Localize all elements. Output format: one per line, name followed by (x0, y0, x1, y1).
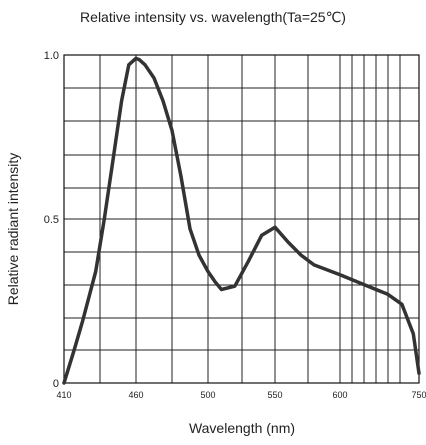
chart-title: Relative intensity vs. wavelength(Ta=25℃… (80, 9, 346, 25)
y-ticks: 0 0.5 1.0 (44, 50, 59, 390)
grid (64, 55, 419, 383)
x-ticks: 410 460 500 550 600 750 (56, 390, 426, 400)
x-tick-label: 460 (128, 390, 143, 400)
x-tick-label: 500 (200, 390, 215, 400)
y-axis-label: Relative radiant intensity (5, 153, 21, 306)
y-tick-label: 1.0 (44, 50, 59, 62)
y-tick-label: 0.5 (44, 214, 59, 226)
x-tick-label: 750 (411, 390, 426, 400)
series-lines (62, 56, 421, 385)
x-tick-label: 600 (332, 390, 347, 400)
y-tick-label: 0 (53, 378, 59, 390)
x-tick-label: 410 (56, 390, 71, 400)
plot-frame (63, 54, 420, 384)
x-tick-label: 550 (267, 390, 282, 400)
x-axis-label: Wavelength (nm) (189, 420, 295, 436)
series-line (62, 56, 421, 385)
